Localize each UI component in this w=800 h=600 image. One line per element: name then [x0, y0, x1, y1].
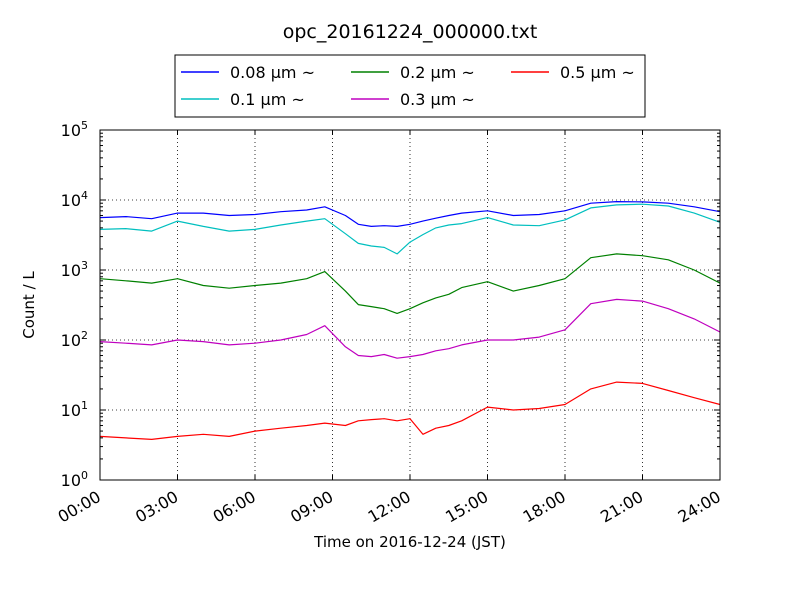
y-axis-label: Count / L	[20, 271, 38, 339]
y-tick-labels: 100 101 102 103 104 105	[61, 119, 88, 490]
series-line-3	[99, 298, 721, 359]
tick-layer	[99, 129, 721, 481]
legend: 0.08 μm ~ 0.1 μm ~ 0.2 μm ~ 0.3 μm ~ 0.5 μm …	[174, 54, 646, 118]
legend-label: 0.08 μm ~	[230, 63, 315, 82]
y-tick-label: 102	[61, 329, 88, 350]
series-line-0	[99, 201, 721, 227]
y-tick-label: 104	[61, 189, 88, 210]
legend-label: 0.5 μm ~	[560, 63, 635, 82]
y-tick-label: 105	[61, 119, 88, 140]
series-line-2	[99, 253, 721, 314]
y-tick-label: 103	[61, 259, 88, 280]
legend-box	[174, 54, 646, 118]
y-tick-label: 101	[61, 399, 88, 420]
chart-title: opc_20161224_000000.txt	[283, 21, 538, 43]
series-line-4	[99, 381, 721, 440]
legend-label: 0.1 μm ~	[230, 90, 305, 109]
x-axis-label: Time on 2016-12-24 (JST)	[313, 533, 506, 551]
y-tick-label: 100	[61, 469, 88, 490]
series-line-1	[99, 203, 721, 255]
grid-layer	[100, 130, 720, 480]
legend-label: 0.2 μm ~	[400, 63, 475, 82]
series-layer	[99, 201, 721, 440]
legend-label: 0.3 μm ~	[400, 90, 475, 109]
